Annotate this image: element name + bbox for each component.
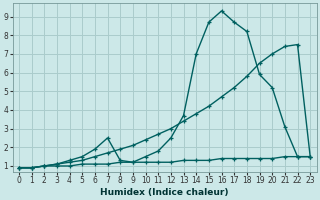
X-axis label: Humidex (Indice chaleur): Humidex (Indice chaleur) [100, 188, 229, 197]
